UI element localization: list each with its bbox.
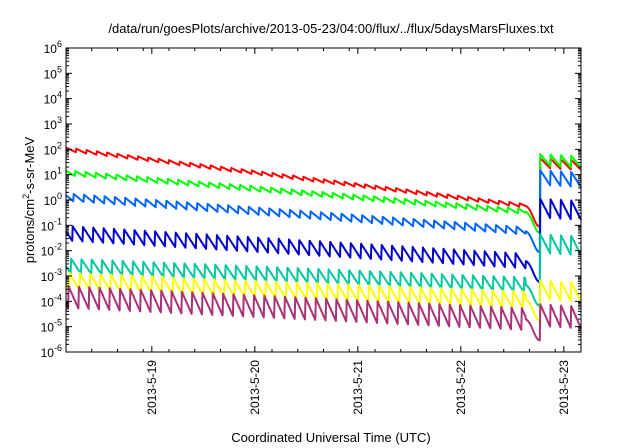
y-tick-exp: 1 — [57, 166, 62, 176]
y-tick-label: 10-3 — [41, 267, 62, 284]
y-tick-base: 10 — [44, 169, 58, 183]
y-tick-base: 10 — [44, 194, 58, 208]
y-tick-base: 10 — [41, 321, 55, 335]
y-tick-exp: -2 — [54, 242, 62, 252]
y-tick-label: 10-4 — [41, 292, 62, 309]
flux-series-line — [65, 271, 582, 322]
y-tick-label: 10-1 — [41, 216, 62, 233]
x-axis: 2013-5-19 2013-5-20 2013-5-21 2013-5-22 2013… — [91, 48, 571, 415]
x-tick-label: 2013-5-20 — [248, 360, 262, 415]
y-axis-label-sup: 2 — [21, 194, 31, 199]
flux-series-line — [65, 197, 582, 284]
flux-series-line — [65, 146, 582, 229]
y-tick-base: 10 — [44, 143, 58, 157]
y-tick-exp: 0 — [57, 191, 62, 201]
y-tick-label: 103 — [44, 115, 62, 132]
flux-series-line — [65, 285, 582, 342]
y-tick-label: 106 — [44, 39, 62, 56]
y-tick-exp: 2 — [57, 140, 62, 150]
x-tick-label: 2013-5-22 — [454, 360, 468, 415]
y-tick-exp: 6 — [57, 39, 62, 49]
y-tick-exp: -3 — [54, 267, 62, 277]
y-tick-base: 10 — [44, 42, 58, 56]
y-tick-exp: 5 — [57, 64, 62, 74]
y-axis-label-tail: -s-sr-MeV — [22, 136, 37, 193]
y-tick-exp: 3 — [57, 115, 62, 125]
y-tick-base: 10 — [41, 270, 55, 284]
y-tick-base: 10 — [41, 219, 55, 233]
y-tick-label: 101 — [44, 166, 62, 183]
y-tick-exp: -4 — [54, 292, 62, 302]
y-tick-exp: -6 — [54, 343, 62, 353]
flux-series-line — [65, 233, 582, 308]
y-axis-label: protons/cm2-s-sr-MeV — [21, 136, 37, 263]
y-tick-base: 10 — [44, 118, 58, 132]
y-tick-exp: 4 — [57, 90, 62, 100]
flux-series-line — [65, 169, 582, 254]
y-axis: 10-610-510-410-310-210-11001011021031041… — [41, 39, 581, 360]
series-layer — [65, 146, 582, 342]
y-tick-base: 10 — [44, 67, 58, 81]
x-axis-label: Coordinated Universal Time (UTC) — [231, 430, 430, 445]
y-tick-base: 10 — [41, 295, 55, 309]
flux-series-line — [65, 153, 582, 235]
y-tick-base: 10 — [41, 245, 55, 259]
y-tick-label: 10-2 — [41, 242, 62, 259]
x-tick-label: 2013-5-19 — [145, 360, 159, 415]
y-tick-label: 102 — [44, 140, 62, 157]
x-tick-label: 2013-5-21 — [351, 360, 365, 415]
y-axis-label-main: protons/cm — [22, 199, 37, 263]
x-tick-label: 2013-5-23 — [557, 360, 571, 415]
y-tick-label: 105 — [44, 64, 62, 81]
y-tick-label: 104 — [44, 90, 62, 107]
y-tick-base: 10 — [41, 346, 55, 360]
y-tick-exp: -5 — [54, 318, 62, 328]
y-tick-label: 100 — [44, 191, 62, 208]
chart-title: /data/run/goesPlots/archive/2013-05-23/0… — [108, 21, 554, 36]
y-tick-exp: -1 — [54, 216, 62, 226]
y-tick-label: 10-6 — [41, 343, 62, 360]
y-tick-base: 10 — [44, 93, 58, 107]
plot-frame — [65, 47, 582, 353]
y-tick-label: 10-5 — [41, 318, 62, 335]
